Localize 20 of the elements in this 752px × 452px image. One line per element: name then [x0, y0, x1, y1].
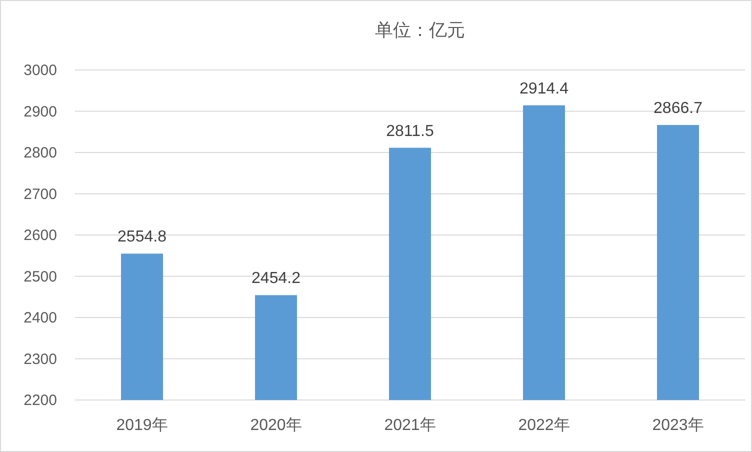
- y-tick-label: 2800: [24, 144, 57, 162]
- x-tick-label: 2019年: [116, 417, 168, 434]
- data-label: 2914.4: [520, 80, 569, 98]
- y-tick-label: 2400: [24, 310, 57, 326]
- data-label: 2866.7: [654, 100, 703, 117]
- data-label: 2454.2: [252, 270, 301, 288]
- x-tick-label: 2020年: [250, 417, 302, 434]
- data-label: 2811.5: [386, 122, 434, 140]
- y-tick-label: 2300: [24, 350, 57, 368]
- y-tick-label: 2500: [24, 268, 57, 286]
- y-tick-label: 3000: [24, 62, 57, 79]
- chart-title: 单位：亿元: [375, 20, 465, 40]
- data-label: 2554.8: [118, 228, 167, 246]
- y-tick-label: 2600: [24, 227, 57, 244]
- y-tick-label: 2700: [24, 186, 57, 203]
- y-tick-label: 2900: [24, 103, 57, 120]
- x-tick-label: 2021年: [384, 417, 436, 434]
- x-tick-label: 2023年: [652, 417, 704, 434]
- x-tick-label: 2022年: [518, 417, 570, 434]
- y-tick-label: 2200: [24, 392, 57, 409]
